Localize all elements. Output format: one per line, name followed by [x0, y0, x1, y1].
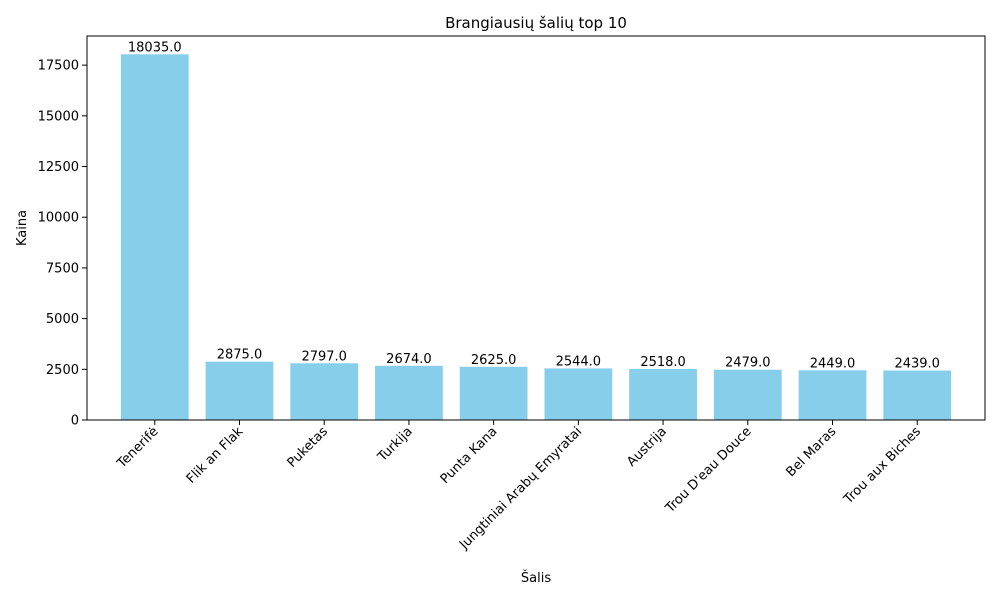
bar-8 [798, 370, 867, 420]
data-label-8: 2449.0 [810, 356, 856, 371]
bar-3 [375, 365, 443, 420]
data-label-9: 2439.0 [894, 357, 940, 372]
y-axis-title: Kaina [15, 210, 30, 246]
data-label-6: 2518.0 [640, 355, 686, 370]
bar-2 [290, 363, 359, 420]
x-tick-label-0: Tenerifė [114, 424, 162, 472]
data-label-1: 2875.0 [217, 348, 263, 363]
x-tick-label-1: Flik an Flak [184, 424, 247, 487]
x-tick-label-2: Puketas [285, 424, 332, 471]
bar-5 [544, 368, 613, 420]
data-label-3: 2674.0 [386, 352, 432, 367]
bar-4 [459, 366, 528, 420]
bar-1 [205, 361, 274, 420]
bar-9 [883, 370, 952, 420]
y-tick-label-7: 17500 [38, 59, 79, 74]
bar-6 [629, 368, 697, 420]
x-tick-label-4: Punta Kana [438, 424, 501, 487]
data-labels-layer: 18035.0 2875.0 2797.0 2674.0 2625.0 2544.0 251… [128, 40, 940, 371]
x-axis: Tenerifė Flik an Flak Puketas Turkija Punta … [114, 420, 924, 553]
y-tick-label-4: 10000 [38, 211, 79, 226]
bars-layer [120, 54, 952, 421]
y-tick-label-0: 0 [71, 414, 79, 429]
x-tick-label-9: Trou aux Biches [841, 424, 925, 508]
y-tick-label-3: 7500 [46, 261, 79, 276]
y-tick-label-6: 15000 [38, 109, 79, 124]
data-label-0: 18035.0 [128, 40, 182, 55]
x-tick-label-6: Austrija [624, 424, 670, 470]
data-label-2: 2797.0 [301, 349, 347, 364]
y-tick-label-2: 5000 [46, 312, 79, 327]
x-tick-label-8: Bel Maras [784, 424, 840, 480]
y-tick-label-5: 12500 [38, 160, 79, 175]
bar-0 [120, 54, 189, 421]
bar-7 [713, 369, 782, 420]
y-tick-label-1: 2500 [46, 363, 79, 378]
y-axis: 0 2500 5000 7500 10000 12500 15000 17500 [38, 59, 87, 429]
data-label-4: 2625.0 [471, 353, 517, 368]
x-tick-label-7: Trou D'eau Douce [662, 424, 754, 516]
x-tick-label-3: Turkija [375, 424, 416, 465]
x-axis-title: Šalis [521, 570, 551, 586]
chart-title: Brangiausių šalių top 10 [445, 14, 627, 32]
data-label-5: 2544.0 [556, 354, 602, 369]
plot-frame [86, 35, 986, 421]
data-label-7: 2479.0 [725, 356, 771, 371]
